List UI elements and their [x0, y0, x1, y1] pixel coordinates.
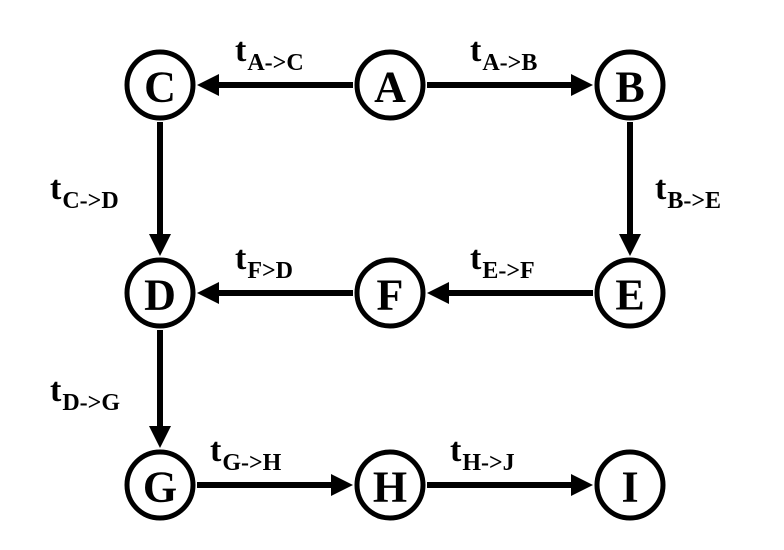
node-label-D: D	[144, 271, 176, 320]
edge-label-D-G: tD->G	[50, 372, 120, 417]
node-label-I: I	[621, 463, 638, 512]
edge-D-G: tD->G	[50, 330, 171, 448]
arrowhead-icon	[331, 474, 353, 496]
edge-label-F-D: tF>D	[235, 240, 293, 285]
node-label-G: G	[143, 463, 177, 512]
edge-G-H: tG->H	[197, 432, 353, 497]
node-C: C	[127, 52, 193, 118]
arrowhead-icon	[571, 74, 593, 96]
arrowhead-icon	[149, 234, 171, 256]
node-G: G	[127, 452, 193, 518]
edge-label-A-C: tA->C	[235, 32, 304, 77]
arrowhead-icon	[571, 474, 593, 496]
node-label-C: C	[144, 63, 176, 112]
node-label-F: F	[377, 271, 404, 320]
node-A: A	[357, 52, 423, 118]
node-label-B: B	[615, 63, 644, 112]
edge-label-E-F: tE->F	[470, 240, 535, 285]
edge-E-F: tE->F	[427, 240, 593, 305]
edge-C-D: tC->D	[50, 122, 171, 256]
edge-label-C-D: tC->D	[50, 170, 119, 215]
arrowhead-icon	[427, 282, 449, 304]
node-label-E: E	[615, 271, 644, 320]
edge-B-E: tB->E	[619, 122, 721, 256]
node-I: I	[597, 452, 663, 518]
edge-label-G-H: tG->H	[210, 432, 282, 477]
edge-label-B-E: tB->E	[655, 170, 721, 215]
edge-A-C: tA->C	[197, 32, 353, 97]
node-H: H	[357, 452, 423, 518]
node-label-H: H	[373, 463, 407, 512]
edge-A-B: tA->B	[427, 32, 593, 97]
edge-label-H-I: tH->J	[450, 432, 515, 477]
arrowhead-icon	[197, 282, 219, 304]
edge-label-A-B: tA->B	[470, 32, 537, 77]
arrowhead-icon	[197, 74, 219, 96]
node-E: E	[597, 260, 663, 326]
node-label-A: A	[374, 63, 406, 112]
arrowhead-icon	[149, 426, 171, 448]
edge-F-D: tF>D	[197, 240, 353, 305]
arrowhead-icon	[619, 234, 641, 256]
graph-diagram: tA->C tA->B tB->E tC->D tE->F tF>D tD->G tG->H t…	[0, 0, 784, 550]
node-B: B	[597, 52, 663, 118]
node-D: D	[127, 260, 193, 326]
node-F: F	[357, 260, 423, 326]
edge-H-I: tH->J	[427, 432, 593, 497]
